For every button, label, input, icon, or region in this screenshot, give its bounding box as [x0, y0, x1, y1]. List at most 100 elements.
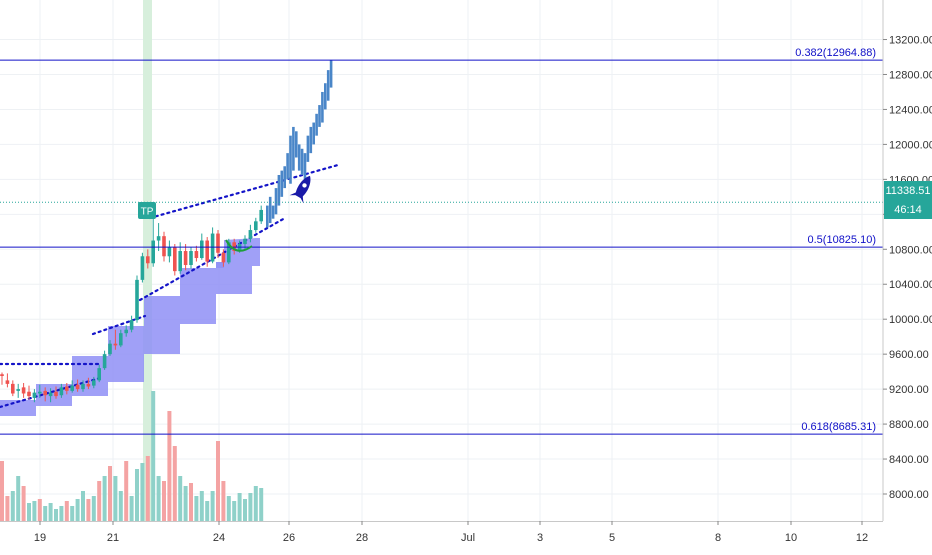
- volume-bar: [86, 499, 91, 521]
- time-axis[interactable]: 19 21 24 26 28 Jul 3 5 8 10 12: [34, 521, 868, 544]
- candle-body: [59, 387, 64, 396]
- projection-bar: [321, 91, 324, 123]
- volume-bar: [140, 463, 145, 521]
- time-tick-label: 12: [856, 532, 868, 544]
- candle-body: [243, 238, 247, 245]
- projection-bar: [303, 153, 307, 180]
- volume-bar: [102, 476, 107, 521]
- candle-body: [156, 236, 161, 241]
- volume-bar: [183, 486, 188, 521]
- volume-bar: [210, 491, 215, 521]
- time-tick-label: 26: [283, 532, 295, 544]
- price-tick-label: 9600.00: [889, 349, 929, 361]
- projection-bar: [271, 205, 275, 219]
- candle-body: [183, 251, 188, 266]
- projection-bar: [329, 60, 333, 88]
- volume-bar: [81, 491, 85, 521]
- candle-body: [54, 391, 58, 397]
- candle-body: [38, 391, 42, 394]
- candle-body: [167, 247, 172, 257]
- rocket-icon: [289, 175, 311, 204]
- candle-body: [11, 383, 15, 394]
- candle-body: [102, 354, 107, 369]
- price-tick-label: 8000.00: [889, 489, 929, 501]
- volume-bar: [59, 506, 64, 521]
- fib-level-label: 0.5(10825.10): [808, 234, 877, 246]
- price-tick-label: 8800.00: [889, 419, 929, 431]
- price-tick-label: 12800.00: [889, 69, 932, 81]
- projection-bar: [266, 205, 269, 228]
- volume-bar: [108, 466, 112, 521]
- volume-bar: [118, 491, 123, 521]
- candle-body: [129, 320, 134, 330]
- last-price-value: 11338.51: [885, 185, 930, 197]
- volume-bar: [248, 493, 253, 521]
- volume-bar: [64, 501, 69, 521]
- tp-marker-label: TP: [141, 207, 154, 218]
- volume-bar: [0, 461, 4, 521]
- volume-bar: [10, 491, 15, 521]
- candle-body: [216, 233, 220, 253]
- candle-body: [86, 383, 91, 387]
- time-tick-label: 28: [356, 532, 368, 544]
- volume-bar: [54, 509, 58, 521]
- price-tick-label: 10400.00: [889, 279, 932, 291]
- projection-bar: [315, 113, 318, 136]
- candle-body: [97, 368, 101, 381]
- volume-bar: [135, 469, 139, 521]
- time-tick-label: 21: [107, 532, 119, 544]
- price-tick-label: 9200.00: [889, 384, 929, 396]
- candle-body: [248, 230, 253, 239]
- volume-bar: [156, 476, 161, 521]
- candle-body: [135, 279, 139, 321]
- candle-body: [92, 380, 96, 386]
- volume-bar: [113, 476, 118, 521]
- price-tick-label: 8400.00: [889, 454, 929, 466]
- projection-bar: [324, 83, 327, 110]
- price-tick-label: 13200.00: [889, 35, 932, 47]
- volume-bar: [145, 456, 150, 521]
- candle-body: [21, 387, 26, 394]
- candle-body: [5, 380, 10, 384]
- candle-body: [48, 392, 53, 397]
- candle-body: [70, 385, 74, 391]
- volume-bar: [226, 496, 231, 521]
- cup-drawing: [225, 239, 253, 252]
- volume-bar: [178, 476, 183, 521]
- projection-bar: [286, 153, 289, 180]
- projection-bars: [266, 60, 333, 228]
- candle-body: [259, 209, 263, 222]
- projection-bar: [295, 131, 298, 158]
- volume-bar: [243, 499, 247, 521]
- projection-bar: [309, 126, 313, 154]
- candle-body: [81, 383, 85, 390]
- volume-bar: [70, 506, 75, 521]
- candle-body: [221, 252, 226, 263]
- trendline-wedge-top: [148, 163, 340, 220]
- projection-bar: [306, 135, 310, 162]
- candle-body: [151, 240, 155, 264]
- time-tick-label: 3: [537, 532, 543, 544]
- candle-body: [43, 390, 47, 396]
- volume-bar: [27, 503, 31, 521]
- projection-bar: [289, 135, 292, 184]
- cloud: [0, 238, 260, 416]
- projection-bar: [318, 105, 321, 127]
- ichimoku-cloud-lower: [0, 238, 260, 416]
- volume-bar: [189, 483, 193, 521]
- projection-bar: [283, 166, 286, 189]
- candle-body: [27, 391, 31, 397]
- candle-body: [140, 256, 145, 280]
- volume-bar: [124, 461, 129, 521]
- tp-marker-bg: [138, 202, 156, 219]
- volume-bar: [237, 493, 242, 521]
- volume-bar: [205, 501, 210, 521]
- price-tick-label: 10800.00: [889, 244, 932, 256]
- volume-bar: [129, 496, 134, 521]
- candle-body: [65, 386, 69, 391]
- tp-marker[interactable]: TP: [138, 202, 156, 219]
- time-tick-label: 8: [715, 532, 721, 544]
